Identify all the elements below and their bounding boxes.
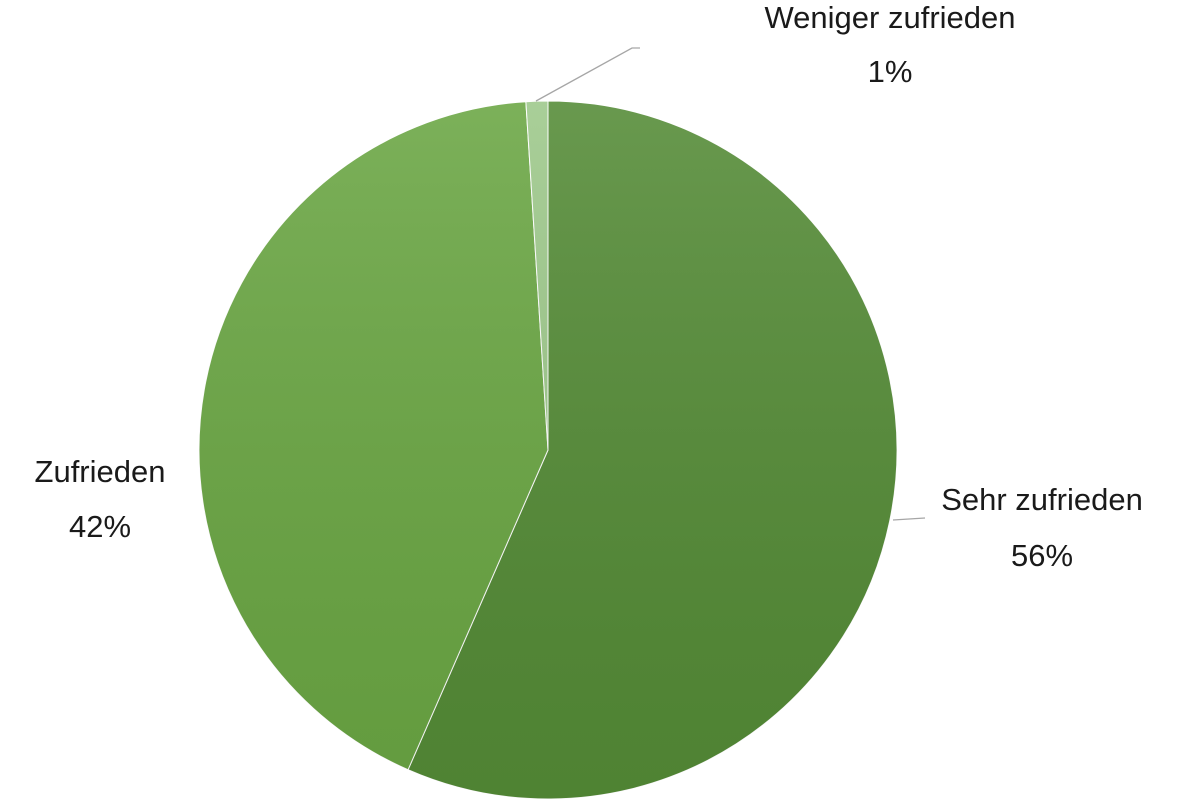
leader-line xyxy=(535,47,640,102)
value-label: 42% xyxy=(69,509,131,544)
category-label: Zufrieden xyxy=(35,454,166,489)
slice-label: Sehr zufrieden 56% xyxy=(941,482,1143,573)
value-label: 56% xyxy=(1011,538,1073,573)
slice-label: Weniger zufrieden 1% xyxy=(764,0,1015,89)
labels: Sehr zufrieden 56% Zufrieden 42% Weniger zuf… xyxy=(35,0,1143,573)
slice-label: Zufrieden 42% xyxy=(35,454,166,544)
category-label: Weniger zufrieden xyxy=(764,0,1015,35)
pie xyxy=(198,100,898,800)
category-label: Sehr zufrieden xyxy=(941,482,1143,517)
value-label: 1% xyxy=(868,54,913,89)
leader-line xyxy=(892,517,926,521)
